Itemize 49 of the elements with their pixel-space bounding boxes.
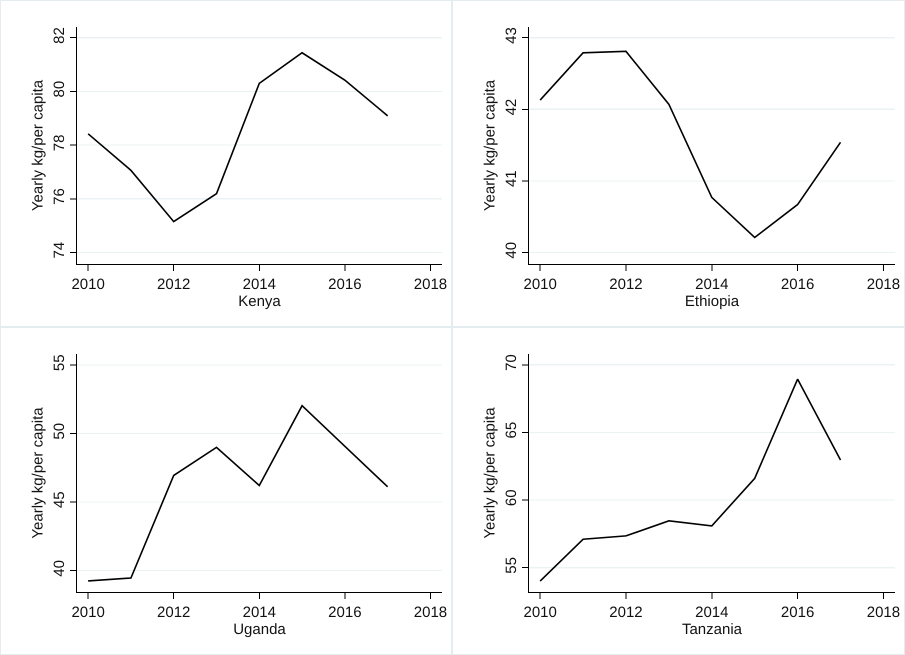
x-axis-title: Tanzania xyxy=(682,621,743,638)
y-tick-label: 43 xyxy=(503,27,520,44)
x-tick-label: 2012 xyxy=(157,604,190,621)
x-axis-title: Ethiopia xyxy=(684,293,740,310)
x-tick-label: 2018 xyxy=(414,604,448,621)
y-tick-label: 74 xyxy=(51,242,68,259)
x-tick-label: 2016 xyxy=(780,276,814,293)
y-tick-label: 60 xyxy=(503,489,520,506)
line-series xyxy=(87,52,388,222)
x-tick-label: 2012 xyxy=(609,604,643,621)
x-axis-title: Kenya xyxy=(238,293,282,310)
x-tick-label: 2010 xyxy=(71,276,105,293)
y-tick-label: 80 xyxy=(51,80,68,98)
x-tick-label: 2014 xyxy=(242,604,276,621)
y-tick-label: 55 xyxy=(503,557,520,574)
line-series xyxy=(539,50,842,238)
line-series xyxy=(539,378,842,582)
y-tick-label: 78 xyxy=(51,134,68,152)
x-tick-label: 2018 xyxy=(866,604,900,621)
y-tick-label: 76 xyxy=(51,188,68,205)
x-tick-label: 2016 xyxy=(780,604,814,621)
y-axis-title: Yearly kg/per capita xyxy=(29,79,46,212)
y-axis-title: Yearly kg/per capita xyxy=(481,406,498,539)
y-axis-title: Yearly kg/per capita xyxy=(481,79,498,212)
x-tick-label: 2012 xyxy=(157,276,190,293)
y-tick-label: 40 xyxy=(51,560,68,577)
y-tick-label: 45 xyxy=(51,491,68,508)
x-tick-label: 2010 xyxy=(71,604,105,621)
y-tick-label: 82 xyxy=(51,27,68,44)
line-series xyxy=(87,404,388,582)
y-tick-label: 41 xyxy=(503,170,520,188)
y-tick-label: 40 xyxy=(503,242,520,259)
x-tick-label: 2010 xyxy=(523,604,557,621)
x-tick-label: 2012 xyxy=(609,276,643,293)
x-tick-label: 2014 xyxy=(242,276,276,293)
y-axis-title: Yearly kg/per capita xyxy=(29,406,46,539)
x-tick-label: 2014 xyxy=(695,604,728,621)
y-tick-label: 70 xyxy=(503,354,520,371)
x-tick-label: 2014 xyxy=(695,276,728,293)
y-tick-label: 50 xyxy=(51,422,68,440)
x-tick-label: 2010 xyxy=(523,276,557,293)
y-tick-label: 55 xyxy=(51,354,68,372)
x-tick-label: 2016 xyxy=(328,604,362,621)
x-axis-title: Uganda xyxy=(233,621,286,638)
x-tick-label: 2016 xyxy=(328,276,362,293)
x-tick-label: 2018 xyxy=(414,276,448,293)
x-tick-label: 2018 xyxy=(866,276,900,293)
y-tick-label: 42 xyxy=(503,98,520,116)
y-tick-label: 65 xyxy=(503,422,520,439)
